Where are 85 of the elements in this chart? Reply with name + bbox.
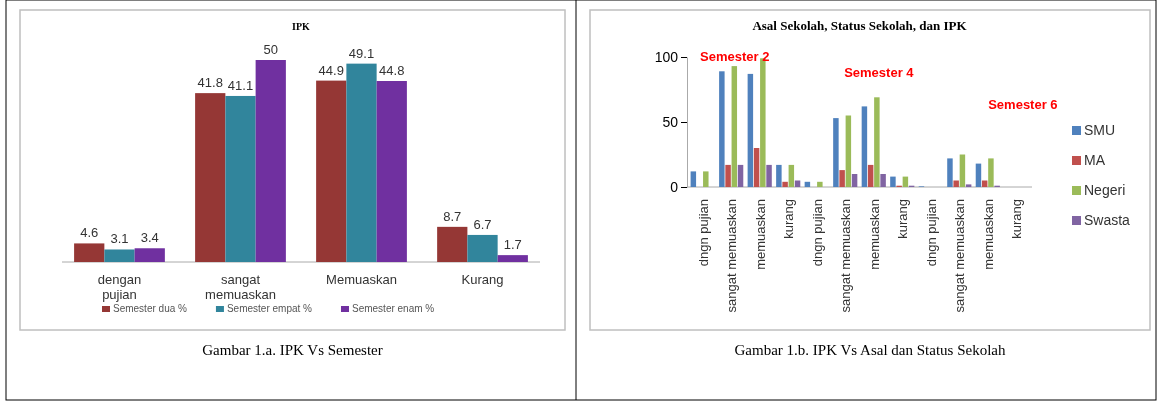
chart-title: Asal Sekolah, Status Sekolah, dan IPK [752,18,968,33]
text: Gambar 1.b. IPK Vs Asal dan Status Sekolah [734,342,1006,358]
data-label: 6.7 [473,216,492,232]
bar [731,66,738,187]
bar [880,174,886,187]
legend-label: Semester enam % [351,303,435,314]
data-label: 41.8 [197,75,223,91]
bar [874,97,880,187]
bar [988,158,994,187]
bar [817,181,823,187]
text: Gambar 1.a. IPK Vs Semester [202,342,383,358]
bar [316,80,347,262]
bar [74,243,105,262]
data-label: 44.8 [379,63,405,79]
x-tick-label: dngn pujian [695,199,711,267]
x-tick-label: kurang [1009,199,1025,239]
data-label: 49.1 [348,45,375,61]
x-tick-label: sangat memuaskan [205,272,276,302]
x-tick-label: Memuaskan [326,272,397,287]
x-tick-label: kurang [895,199,911,239]
bar [719,71,725,187]
data-label: 41.1 [227,77,254,93]
legend-label: MA [1084,152,1106,168]
bar [766,164,772,187]
x-tick-label: dengan pujian [97,272,142,302]
bar [867,164,874,187]
bar [346,63,377,262]
data-label: 44.9 [318,62,344,78]
y-tick-label: 0 [670,178,679,195]
bar [255,60,286,262]
chart-title: IPK [292,21,311,32]
x-tick-label: memuaskan [980,199,996,270]
x-tick-label: sangat memuaskan [724,199,740,313]
bar [725,164,731,187]
data-label: 4.6 [80,225,99,241]
bar [953,180,959,187]
x-tick-label: sangat memuaskan [838,199,854,313]
x-tick-label: memuaskan [752,199,768,270]
bar [845,115,852,187]
bar [947,158,953,187]
legend-label: Semester empat % [226,303,313,314]
bar [737,164,744,187]
bar [134,248,165,262]
legend-label: Semester dua % [113,303,188,314]
annotation: Semester 4 [844,65,915,80]
bar [833,118,839,187]
x-tick-label: dngn pujian [923,199,939,267]
legend-label: Swasta [1084,212,1131,228]
annotation: Semester 2 [700,49,770,64]
bar [747,73,754,187]
x-tick-label: kurang [781,199,797,239]
bar [225,95,256,262]
bar [839,170,845,187]
y-tick-label: 100 [654,48,679,65]
bar [195,93,226,262]
data-label: 8.7 [443,208,462,224]
x-tick-label: Kurang [461,272,504,287]
bar [703,171,709,187]
bar [851,174,858,187]
x-tick-label: memuaskan [866,199,882,270]
data-label: 3.4 [140,230,159,246]
bar [965,184,972,187]
x-tick-label: sangat memuaskan [952,199,968,313]
bar [753,148,760,187]
bar [959,154,966,187]
bar [782,181,788,187]
bar [788,164,795,187]
bar [437,226,468,262]
bar [104,249,135,262]
bar [690,171,697,187]
bar [861,106,868,187]
bar [890,176,896,187]
legend-label: Negeri [1084,182,1126,198]
data-label: 1.7 [503,237,522,253]
bar [376,81,407,262]
data-label: 3.1 [110,231,129,247]
y-tick-label: 50 [662,113,679,130]
x-tick-label: dngn pujian [809,199,825,267]
bar [467,234,498,262]
bar [497,255,528,262]
data-label: 50 [263,42,278,57]
annotation: Semester 6 [988,97,1058,112]
legend-label: SMU [1084,122,1116,138]
bar [975,163,982,187]
bar [776,164,782,187]
